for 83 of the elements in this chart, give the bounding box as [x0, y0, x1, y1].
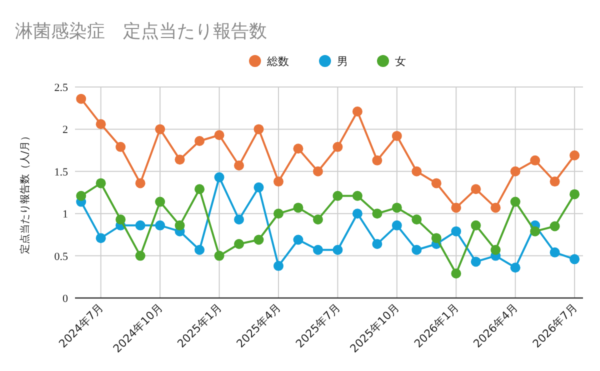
point: [431, 178, 442, 188]
point: [490, 202, 501, 213]
point: [234, 238, 244, 249]
point: [234, 160, 244, 170]
point: [155, 124, 166, 134]
point: [254, 234, 264, 245]
point: [96, 178, 106, 188]
point: [234, 214, 244, 225]
point: [332, 244, 343, 255]
point: [332, 190, 343, 201]
point: [372, 155, 382, 166]
point: [254, 124, 264, 134]
point: [214, 130, 224, 140]
y-tick-label: 2: [62, 124, 68, 136]
point: [135, 250, 146, 261]
y-tick-label: 1: [62, 208, 68, 221]
point: [412, 244, 422, 255]
point: [194, 136, 205, 146]
point: [96, 233, 106, 244]
point: [451, 202, 462, 213]
point: [470, 184, 481, 194]
point: [312, 214, 323, 225]
point: [194, 244, 205, 255]
point: [214, 172, 224, 182]
point: [570, 150, 580, 160]
y-axis-title: 定点当たり報告数（人/月）: [19, 130, 31, 254]
point: [570, 189, 580, 200]
point: [352, 106, 362, 116]
point: [550, 221, 560, 232]
point: [96, 119, 106, 130]
point: [293, 202, 304, 213]
point: [490, 244, 501, 255]
point: [530, 226, 540, 236]
point: [155, 220, 166, 230]
point: [372, 208, 382, 219]
legend-label: 女: [395, 55, 406, 68]
point: [312, 166, 323, 176]
legend-label: 男: [337, 55, 348, 68]
point: [550, 247, 560, 258]
point: [451, 226, 462, 236]
point: [116, 214, 126, 225]
point: [510, 262, 520, 273]
point: [293, 234, 304, 245]
point: [273, 260, 284, 271]
point: [352, 208, 362, 219]
point: [392, 130, 402, 141]
point: [451, 268, 462, 279]
point: [412, 166, 422, 176]
y-tick-label: 0.5: [54, 250, 68, 263]
point: [76, 190, 86, 201]
point: [273, 208, 284, 219]
point: [431, 233, 442, 244]
point: [312, 244, 323, 255]
point: [372, 238, 382, 249]
point: [273, 176, 284, 187]
point: [116, 142, 126, 152]
point: [412, 214, 422, 225]
point: [194, 184, 205, 194]
point: [254, 182, 264, 192]
point: [392, 202, 402, 213]
point: [174, 220, 185, 230]
point: [392, 220, 402, 230]
point: [570, 254, 580, 264]
point: [470, 220, 481, 230]
point: [76, 94, 86, 104]
point: [332, 142, 343, 152]
point: [174, 154, 185, 165]
point: [293, 144, 304, 154]
point: [155, 196, 166, 207]
point: [510, 196, 520, 207]
y-tick-label: 1.5: [54, 166, 68, 178]
point: [352, 190, 362, 201]
y-tick-label: 2.5: [54, 82, 68, 94]
point: [135, 220, 146, 230]
point: [214, 250, 224, 261]
y-tick-label: 0: [62, 293, 68, 305]
legend-label: 総数: [266, 55, 289, 68]
point: [530, 155, 540, 166]
point: [135, 178, 146, 188]
point: [470, 256, 481, 267]
chart-title: 淋菌感染症 定点当たり報告数: [15, 21, 267, 42]
point: [510, 166, 520, 176]
point: [550, 176, 560, 187]
